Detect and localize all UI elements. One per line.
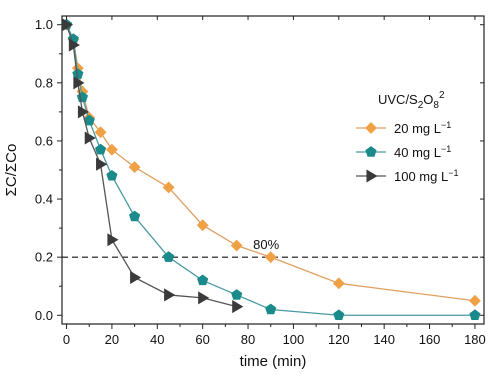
legend-item: 40 mg L−1 bbox=[356, 144, 451, 160]
x-tick-label: 40 bbox=[150, 332, 164, 347]
legend-item: 100 mg L−1 bbox=[356, 168, 458, 184]
legend-label: 40 mg L−1 bbox=[394, 144, 451, 160]
x-tick-label: 100 bbox=[283, 332, 305, 347]
legend-item: 20 mg L−1 bbox=[356, 120, 451, 136]
data-point bbox=[94, 143, 107, 155]
legend-swatch-marker bbox=[365, 122, 377, 134]
data-point bbox=[162, 181, 175, 194]
data-point bbox=[230, 239, 243, 252]
legend-swatch-marker bbox=[365, 146, 377, 157]
data-point bbox=[105, 143, 118, 156]
data-point bbox=[163, 251, 175, 262]
data-point bbox=[264, 251, 277, 264]
data-point bbox=[469, 309, 481, 321]
x-tick-label: 120 bbox=[328, 332, 350, 347]
data-point bbox=[94, 126, 107, 139]
data-point bbox=[83, 114, 95, 126]
data-point bbox=[68, 38, 80, 52]
data-point bbox=[265, 303, 277, 315]
y-tick-label: 0.4 bbox=[35, 192, 53, 207]
legend-label: 100 mg L−1 bbox=[394, 168, 458, 184]
data-point bbox=[129, 210, 141, 222]
data-point bbox=[332, 277, 345, 290]
data-point bbox=[73, 76, 85, 90]
data-point bbox=[469, 294, 481, 307]
data-point bbox=[62, 18, 74, 32]
data-point bbox=[333, 309, 345, 321]
x-tick-label: 140 bbox=[373, 332, 395, 347]
y-tick-label: 0.0 bbox=[35, 308, 53, 323]
data-point bbox=[84, 131, 96, 145]
data-point bbox=[232, 300, 244, 314]
data-point bbox=[130, 270, 142, 285]
data-point bbox=[196, 219, 209, 232]
series-2 bbox=[60, 18, 481, 321]
data-point bbox=[198, 291, 210, 305]
x-axis-title: time (min) bbox=[240, 353, 307, 370]
series-line bbox=[65, 24, 237, 308]
x-tick-label: 180 bbox=[464, 332, 486, 347]
y-axis-title: ΣC/ΣCo bbox=[3, 144, 20, 197]
axes-group: 0 20 40 60 80 100 120 140 160 180 0.0 0.2 0.4 0.6 0.8 1… bbox=[35, 16, 486, 347]
series-1 bbox=[60, 18, 481, 307]
legend-swatch-marker bbox=[366, 169, 378, 183]
legend: UVC/S2O82 20 mg L−1 40 mg L−1 100 mg L−1 bbox=[356, 90, 458, 184]
data-point bbox=[106, 169, 118, 181]
y-tick-label: 0.2 bbox=[35, 250, 53, 265]
data-point bbox=[231, 289, 243, 300]
data-point bbox=[197, 274, 209, 286]
series-group bbox=[60, 18, 481, 321]
legend-label: 20 mg L−1 bbox=[394, 120, 451, 136]
data-point bbox=[107, 233, 119, 247]
legend-title: UVC/S2O82 bbox=[378, 90, 445, 111]
data-point bbox=[128, 161, 141, 174]
reference-line-label: 80% bbox=[253, 237, 279, 252]
x-tick-label: 0 bbox=[63, 332, 70, 347]
y-tick-label: 0.8 bbox=[35, 75, 53, 90]
x-tick-label: 160 bbox=[419, 332, 441, 347]
x-tick-label: 20 bbox=[105, 332, 119, 347]
y-tick-label: 0.6 bbox=[35, 133, 53, 148]
data-point bbox=[96, 157, 108, 171]
data-point bbox=[77, 105, 90, 119]
x-tick-label: 80 bbox=[241, 332, 255, 347]
y-tick-label: 1.0 bbox=[35, 17, 53, 32]
data-point bbox=[164, 288, 176, 302]
series-3 bbox=[62, 18, 244, 314]
x-tick-label: 60 bbox=[195, 332, 209, 347]
